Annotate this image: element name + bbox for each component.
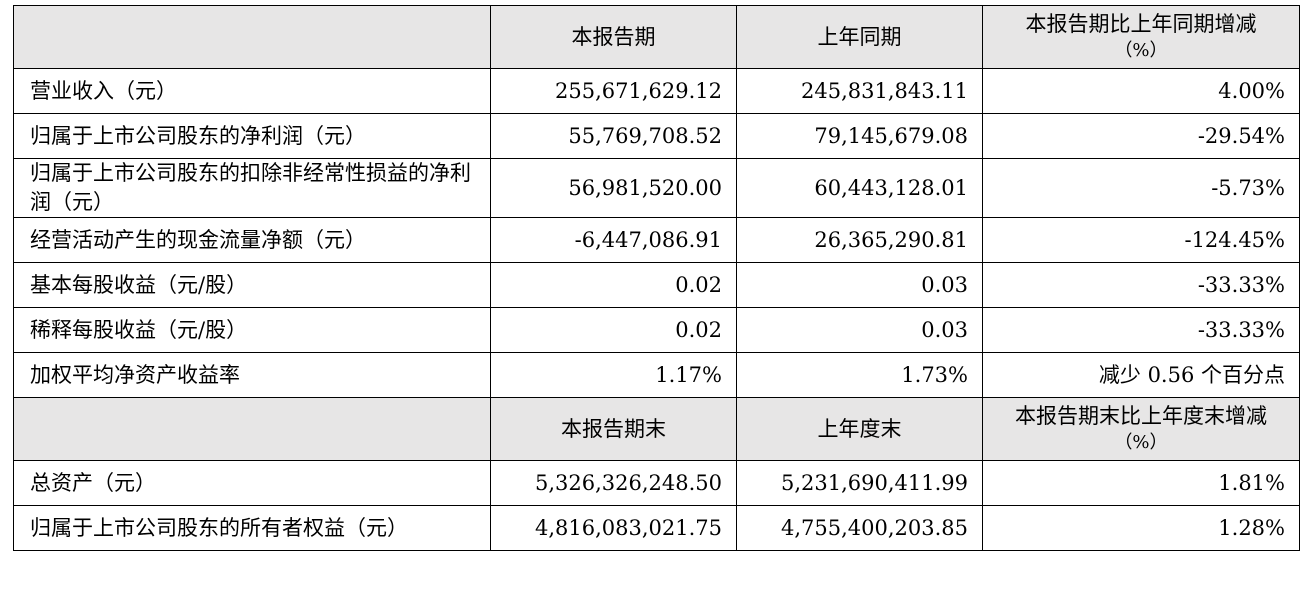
current-value: -6,447,086.91	[490, 217, 737, 263]
header-blank-cell	[13, 397, 491, 461]
table-row: 总资产（元） 5,326,326,248.50 5,231,690,411.99…	[13, 460, 1300, 506]
change-value: 减少 0.56 个百分点	[982, 352, 1300, 398]
prior-value: 0.03	[736, 307, 983, 353]
current-value: 56,981,520.00	[490, 158, 737, 218]
change-value: 1.81%	[982, 460, 1300, 506]
change-value: -33.33%	[982, 262, 1300, 308]
header-change-unit: （%）	[1114, 432, 1168, 453]
table-row: 归属于上市公司股东的所有者权益（元） 4,816,083,021.75 4,75…	[13, 505, 1300, 551]
row-label: 加权平均净资产收益率	[13, 352, 491, 398]
prior-value: 79,145,679.08	[736, 113, 983, 159]
row-label: 经营活动产生的现金流量净额（元）	[13, 217, 491, 263]
prior-value: 1.73%	[736, 352, 983, 398]
table-row: 归属于上市公司股东的净利润（元） 55,769,708.52 79,145,67…	[13, 113, 1300, 159]
header-prior-year-end: 上年度末	[736, 397, 983, 461]
row-label: 稀释每股收益（元/股）	[13, 307, 491, 353]
change-value: -33.33%	[982, 307, 1300, 353]
current-value: 55,769,708.52	[490, 113, 737, 159]
current-value: 255,671,629.12	[490, 68, 737, 114]
header-change-label: 本报告期比上年同期增减	[1025, 12, 1257, 36]
row-label: 总资产（元）	[13, 460, 491, 506]
row-label: 归属于上市公司股东的净利润（元）	[13, 113, 491, 159]
row-label: 归属于上市公司股东的扣除非经常性损益的净利润（元）	[13, 158, 491, 218]
table-header-row: 本报告期 上年同期 本报告期比上年同期增减 （%）	[13, 5, 1300, 69]
prior-value: 245,831,843.11	[736, 68, 983, 114]
table-row: 加权平均净资产收益率 1.17% 1.73% 减少 0.56 个百分点	[13, 352, 1300, 398]
financial-summary-table: 本报告期 上年同期 本报告期比上年同期增减 （%） 营业收入（元） 255,67…	[13, 5, 1300, 551]
header-change-percent: 本报告期比上年同期增减 （%）	[982, 5, 1300, 69]
row-label: 基本每股收益（元/股）	[13, 262, 491, 308]
prior-value: 26,365,290.81	[736, 217, 983, 263]
current-value: 0.02	[490, 307, 737, 353]
row-label: 归属于上市公司股东的所有者权益（元）	[13, 505, 491, 551]
prior-value: 60,443,128.01	[736, 158, 983, 218]
current-value: 1.17%	[490, 352, 737, 398]
header-period-end: 本报告期末	[490, 397, 737, 461]
prior-value: 0.03	[736, 262, 983, 308]
current-value: 0.02	[490, 262, 737, 308]
header-change-percent: 本报告期末比上年度末增减 （%）	[982, 397, 1300, 461]
header-blank-cell	[13, 5, 491, 69]
change-value: -29.54%	[982, 113, 1300, 159]
change-value: -124.45%	[982, 217, 1300, 263]
current-value: 4,816,083,021.75	[490, 505, 737, 551]
table-row: 经营活动产生的现金流量净额（元） -6,447,086.91 26,365,29…	[13, 217, 1300, 263]
header-current-period: 本报告期	[490, 5, 737, 69]
change-value: -5.73%	[982, 158, 1300, 218]
prior-value: 4,755,400,203.85	[736, 505, 983, 551]
prior-value: 5,231,690,411.99	[736, 460, 983, 506]
table-row: 营业收入（元） 255,671,629.12 245,831,843.11 4.…	[13, 68, 1300, 114]
header-change-unit: （%）	[1114, 40, 1168, 61]
header-change-label: 本报告期末比上年度末增减	[1015, 404, 1267, 428]
current-value: 5,326,326,248.50	[490, 460, 737, 506]
header-prior-period: 上年同期	[736, 5, 983, 69]
table-row: 基本每股收益（元/股） 0.02 0.03 -33.33%	[13, 262, 1300, 308]
table-row: 归属于上市公司股东的扣除非经常性损益的净利润（元） 56,981,520.00 …	[13, 158, 1300, 218]
table-row: 稀释每股收益（元/股） 0.02 0.03 -33.33%	[13, 307, 1300, 353]
change-value: 4.00%	[982, 68, 1300, 114]
table-header-row: 本报告期末 上年度末 本报告期末比上年度末增减 （%）	[13, 397, 1300, 461]
row-label: 营业收入（元）	[13, 68, 491, 114]
change-value: 1.28%	[982, 505, 1300, 551]
